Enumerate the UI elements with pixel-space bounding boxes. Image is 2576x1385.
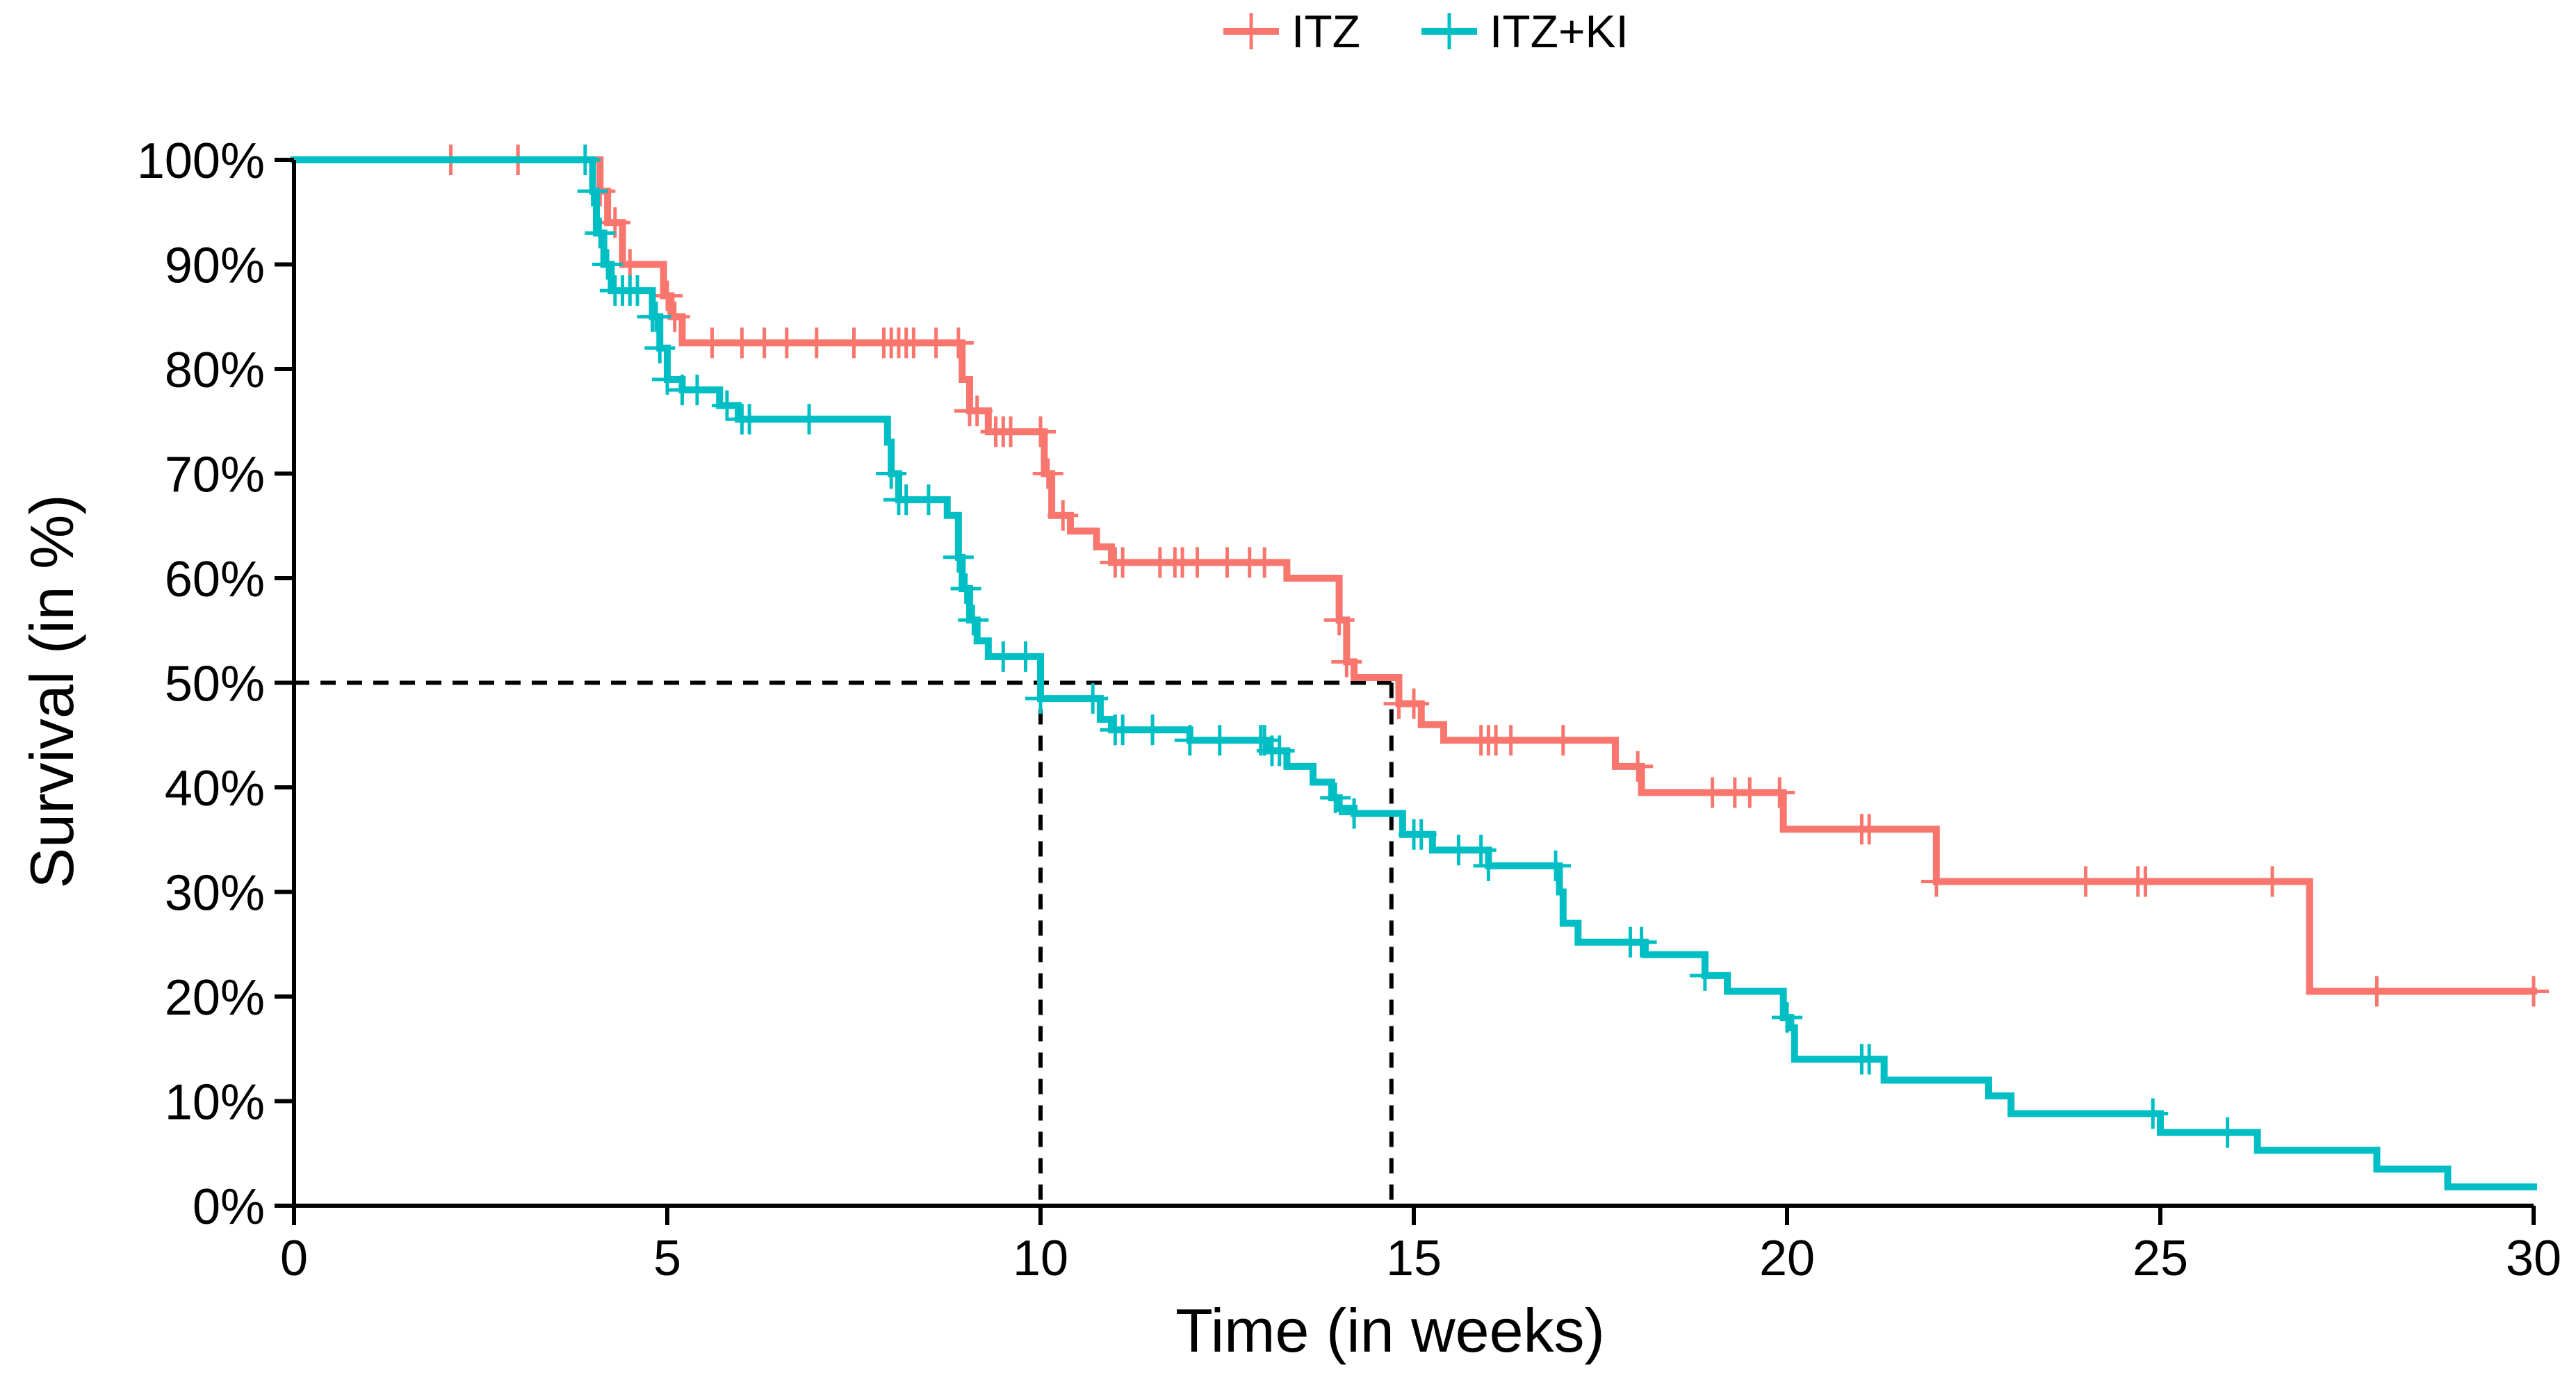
censor-mark-itz (2130, 866, 2161, 897)
censor-mark-itz-ki (644, 332, 676, 363)
censor-mark-itz (2070, 866, 2101, 897)
censor-mark-itz-ki (1854, 1044, 1885, 1075)
censor-mark-itz-ki (958, 605, 989, 636)
y-tick-label: 90% (165, 238, 265, 294)
legend-item-itz-ki: ITZ+KI (1421, 6, 1629, 57)
censor-mark-itz (1495, 725, 1526, 756)
censor-mark-itz-ki (1025, 683, 1056, 714)
censor-mark-itz (1047, 500, 1079, 531)
censor-mark-itz (1032, 458, 1063, 489)
legend-label-itz: ITZ (1291, 6, 1360, 57)
y-tick-label: 0% (193, 1179, 265, 1235)
censor-mark-itz-ki (1264, 735, 1295, 767)
y-tick-label: 80% (165, 343, 265, 398)
x-tick-label: 20 (1759, 1231, 1815, 1286)
axes: 0 5 10 15 20 25 30 0% 10% 20% 30% 40% 50% 60% 70% 80% 90… (137, 133, 2561, 1286)
censor-mark-itz-ki (1339, 798, 1370, 829)
censor-mark-itz-ki (711, 390, 742, 421)
censor-mark-itz (995, 416, 1027, 448)
x-tick-label: 5 (653, 1231, 681, 1286)
censor-mark-itz (2361, 976, 2392, 1007)
censor-mark-itz-ki (1689, 960, 1720, 991)
censor-mark-itz-ki (592, 249, 623, 280)
series-itz-ki (291, 145, 2537, 1190)
censor-mark-itz (771, 327, 802, 359)
censor-mark-itz (1622, 751, 1654, 782)
censor-mark-itz (2257, 866, 2288, 897)
censor-mark-itz (801, 327, 832, 359)
series-line-itz-ki (291, 156, 2537, 1190)
censor-mark-itz-ki (950, 573, 981, 605)
censor-mark-itz-ki (1405, 819, 1437, 850)
censor-mark-itz-ki (681, 375, 712, 406)
y-tick-label: 70% (165, 448, 265, 503)
censor-mark-itz-ki (2137, 1098, 2169, 1129)
x-tick-label: 10 (1013, 1231, 1068, 1286)
censor-mark-itz-ki (1540, 850, 1572, 881)
censor-mark-itz-ki (1473, 850, 1504, 881)
series-itz (291, 145, 2549, 1007)
censor-mark-itz (961, 395, 993, 427)
censor-mark-itz-ki (913, 484, 944, 516)
censor-mark-itz (2518, 976, 2549, 1007)
censor-mark-itz-ki (622, 275, 653, 306)
censor-mark-itz-ki (1107, 714, 1139, 746)
y-tick-label: 40% (165, 761, 265, 817)
censor-mark-itz (1734, 777, 1766, 808)
y-tick-label: 50% (165, 657, 265, 712)
censor-mark-itz-ki (585, 218, 616, 249)
plot-area (291, 145, 2549, 1206)
censor-mark-itz-ki (640, 301, 671, 332)
censor-mark-itz (1323, 605, 1355, 636)
censor-mark-itz-ki (1174, 725, 1205, 756)
censor-mark-itz (1182, 547, 1213, 578)
censor-mark-itz (1025, 416, 1056, 448)
censor-mark-itz-ki (1010, 641, 1041, 672)
y-tick-label: 10% (165, 1075, 265, 1131)
censor-mark-itz (838, 327, 870, 359)
y-tick-label: 60% (165, 552, 265, 607)
censor-mark-itz-ki (794, 404, 825, 435)
censor-mark-itz (1764, 777, 1795, 808)
censor-mark-itz (1399, 688, 1429, 719)
x-tick-label: 30 (2506, 1231, 2561, 1286)
censor-mark-itz (652, 280, 683, 311)
censor-mark-itz-ki (577, 176, 608, 207)
y-axis-title: Survival (in %) (17, 494, 86, 888)
censor-mark-itz (1921, 866, 1952, 897)
censor-mark-itz (1249, 547, 1280, 578)
x-tick-label: 25 (2133, 1231, 2188, 1286)
censor-mark-itz-ki (1077, 683, 1109, 714)
censor-mark-itz (943, 327, 974, 359)
censor-mark-itz-ki (734, 404, 765, 435)
y-tick-label: 100% (137, 133, 265, 189)
legend: ITZ ITZ+KI (1223, 6, 1629, 57)
x-axis-title: Time (in weeks) (1175, 1296, 1605, 1365)
x-tick-label: 0 (280, 1231, 308, 1286)
censor-mark-itz-ki (1465, 835, 1497, 866)
censor-mark-itz-ki (1320, 782, 1351, 814)
censor-mark-itz-ki (943, 541, 974, 573)
censor-mark-itz (1331, 646, 1362, 678)
censor-mark-itz-ki (2212, 1117, 2243, 1148)
censor-mark-itz (1107, 547, 1139, 578)
censor-mark-itz-ki (1137, 714, 1168, 746)
censor-mark-itz (1854, 814, 1885, 845)
legend-label-itz-ki: ITZ+KI (1490, 6, 1629, 57)
legend-item-itz: ITZ (1223, 6, 1360, 57)
censor-mark-itz (1547, 725, 1579, 756)
y-tick-label: 20% (165, 970, 265, 1026)
y-tick-label: 30% (165, 866, 265, 921)
censor-mark-itz-ki (1626, 926, 1657, 958)
censor-mark-itz-ki (1204, 725, 1235, 756)
censor-mark-itz (696, 327, 728, 359)
x-tick-label: 15 (1386, 1231, 1442, 1286)
censor-mark-itz-ki (876, 458, 907, 489)
censor-mark-itz-ki (1772, 1002, 1802, 1033)
censor-mark-itz-ki (569, 145, 601, 175)
